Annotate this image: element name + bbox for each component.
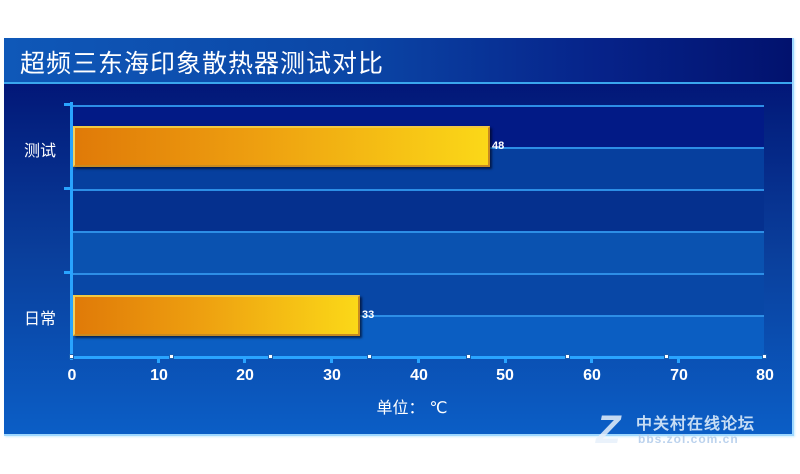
axis-marker [169, 354, 174, 359]
watermark: Z 中关村在线论坛 bbs.zol.com.cn [596, 408, 796, 454]
data-label-daily: 33 [362, 309, 375, 321]
axis-marker [367, 354, 372, 359]
grid-band [72, 231, 764, 273]
chart-title: 超频三东海印象散热器测试对比 [20, 49, 385, 78]
x-tick-label: 50 [496, 367, 514, 384]
gridline [72, 273, 764, 275]
data-label-test: 48 [492, 140, 505, 152]
bar-test [73, 126, 490, 167]
x-tick [330, 356, 333, 363]
gridline [72, 231, 764, 233]
gridline [72, 189, 764, 191]
y-tick [64, 103, 72, 106]
axis-marker [664, 354, 669, 359]
x-tick [243, 356, 246, 363]
grid-band [72, 189, 764, 231]
x-tick-label: 70 [670, 367, 688, 384]
axis-marker [69, 354, 74, 359]
gridline [72, 315, 764, 317]
bar-daily [73, 295, 360, 336]
gridline [72, 105, 764, 107]
x-tick-label: 80 [756, 367, 774, 384]
axis-marker [268, 354, 273, 359]
x-tick [677, 356, 680, 363]
title-bar: 超频三东海印象散热器测试对比 [4, 38, 792, 84]
x-tick-label: 20 [236, 367, 254, 384]
zol-logo-icon: Z [596, 408, 621, 452]
y-tick [64, 187, 72, 190]
axis-marker [762, 354, 767, 359]
watermark-url: bbs.zol.com.cn [638, 432, 739, 446]
x-tick-label: 30 [323, 367, 341, 384]
watermark-name: 中关村在线论坛 [636, 414, 756, 433]
x-tick-label: 10 [150, 367, 168, 384]
x-tick [590, 356, 593, 363]
x-tick-label: 60 [583, 367, 601, 384]
x-tick-label: 40 [410, 367, 428, 384]
x-tick [157, 356, 160, 363]
y-tick [64, 271, 72, 274]
x-axis-title: 单位： ℃ [0, 394, 800, 418]
y-axis [70, 102, 73, 360]
category-label-daily: 日常 [24, 309, 57, 328]
axis-marker [565, 354, 570, 359]
category-label-test: 测试 [24, 141, 57, 160]
x-tick [417, 356, 420, 363]
unit-label: 单位： ℃ [376, 398, 448, 417]
x-tick-label: 0 [67, 367, 77, 384]
axis-marker [466, 354, 471, 359]
x-tick [504, 356, 507, 363]
